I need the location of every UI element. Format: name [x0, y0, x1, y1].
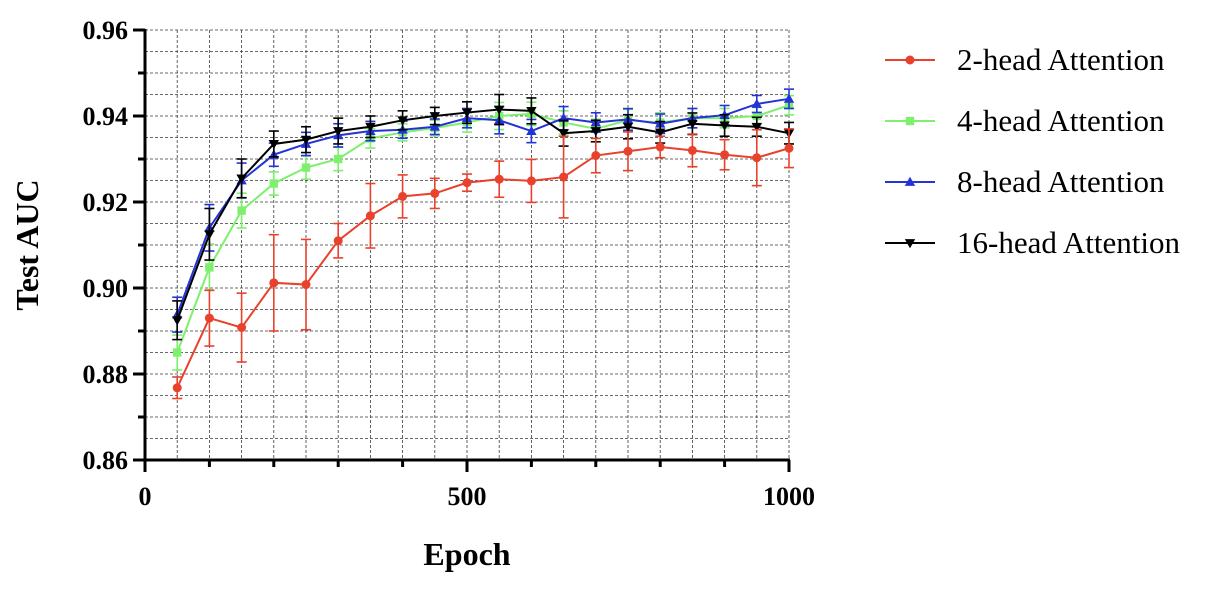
legend-marker	[904, 239, 916, 249]
data-point	[172, 316, 183, 326]
y-tick-label: 0.96	[83, 16, 129, 45]
data-point	[558, 129, 569, 139]
data-point	[173, 348, 182, 357]
data-point	[237, 323, 247, 333]
data-point	[687, 145, 697, 155]
data-point	[591, 151, 601, 161]
legend-item: 8-head Attention	[885, 164, 1165, 199]
data-point	[398, 191, 408, 201]
data-point	[462, 178, 472, 188]
x-axis-title: Epoch	[423, 536, 510, 572]
data-point	[301, 163, 311, 172]
y-tick-label: 0.94	[83, 102, 129, 131]
data-point	[783, 93, 795, 103]
legend: 2-head Attention 4-head Attention 8-head A…	[885, 42, 1180, 260]
data-point	[269, 179, 278, 188]
legend-label: 4-head Attention	[957, 103, 1165, 138]
legend-label: 2-head Attention	[957, 42, 1165, 77]
series-group	[172, 88, 795, 400]
axes: 0.86 0.88 0.90 0.92 0.94 0.96 0 500 1000 Epoch Tes…	[9, 16, 815, 572]
y-tick-label: 0.90	[83, 274, 129, 303]
series-line	[176, 97, 790, 316]
data-point	[559, 172, 569, 182]
x-tick-label: 1000	[763, 482, 815, 511]
data-point	[204, 313, 214, 323]
x-tick-label: 500	[448, 482, 487, 511]
data-point	[429, 112, 440, 122]
data-point	[268, 140, 279, 150]
y-axis-title: Test AUC	[9, 179, 45, 310]
data-point	[526, 106, 537, 117]
legend-label: 16-head Attention	[957, 225, 1180, 260]
series-2-head-attention	[172, 128, 794, 400]
data-point	[334, 154, 343, 164]
series-line	[176, 108, 790, 321]
y-tick-label: 0.88	[83, 360, 129, 389]
data-point	[655, 128, 666, 138]
y-tick-label: 0.86	[83, 446, 129, 475]
data-point	[333, 127, 344, 137]
data-point	[494, 174, 504, 184]
series-16-head-attention	[172, 93, 795, 341]
data-point	[622, 122, 634, 132]
data-point	[365, 122, 376, 132]
data-point	[237, 206, 246, 215]
legend-item: 4-head Attention	[885, 103, 1165, 138]
series-4-head-attention	[172, 94, 794, 371]
data-point	[719, 121, 730, 131]
data-point	[205, 263, 214, 272]
data-point	[430, 188, 440, 198]
legend-item: 16-head Attention	[885, 225, 1180, 260]
data-point	[494, 105, 505, 115]
data-point	[526, 125, 537, 135]
data-point	[590, 127, 601, 137]
x-tick-label: 0	[139, 482, 152, 511]
data-point	[752, 153, 762, 163]
series-line	[176, 145, 790, 389]
data-point	[751, 98, 762, 108]
y-tick-label: 0.92	[83, 188, 129, 217]
data-point	[365, 211, 375, 221]
legend-item: 2-head Attention	[885, 42, 1165, 77]
data-point	[751, 122, 762, 132]
legend-marker	[905, 116, 915, 126]
data-point	[301, 280, 311, 290]
data-point	[720, 150, 730, 160]
data-point	[300, 135, 312, 145]
data-point	[784, 143, 794, 153]
data-point	[397, 116, 408, 126]
data-point	[429, 121, 440, 131]
data-point	[623, 146, 633, 156]
data-point	[172, 383, 182, 393]
data-point	[236, 174, 247, 184]
data-point	[333, 236, 343, 246]
data-point	[526, 176, 536, 186]
data-point	[269, 278, 279, 288]
data-point	[752, 111, 761, 121]
legend-marker	[904, 176, 916, 186]
data-point	[655, 142, 665, 152]
grid	[145, 29, 790, 460]
data-point	[687, 119, 698, 129]
legend-marker	[905, 55, 915, 65]
data-point	[461, 108, 473, 118]
legend-label: 8-head Attention	[957, 164, 1165, 199]
data-point	[204, 230, 215, 240]
